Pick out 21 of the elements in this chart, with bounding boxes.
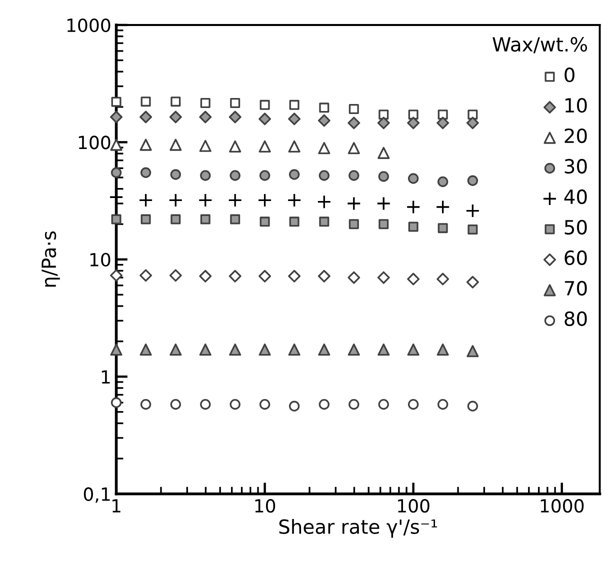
legend-title: Wax/wt.% (492, 36, 588, 54)
y-tick-label: 1000 (67, 18, 110, 32)
legend-label: 60 (564, 250, 587, 266)
x-axis-title: Shear rate γ'/s⁻¹ (279, 518, 437, 538)
legend-label: 40 (564, 189, 587, 204)
x-tick-label: 100 (398, 499, 430, 513)
legend-label: 70 (564, 280, 587, 296)
y-tick-label: 10 (90, 252, 110, 267)
legend-label: 20 (564, 128, 587, 144)
y-axis-title: η/Pa·s (42, 231, 60, 287)
x-tick-label: 1 (112, 499, 120, 512)
y-tick-label: 1 (102, 370, 110, 384)
y-tick-label: 100 (78, 136, 110, 150)
legend-label: 10 (565, 98, 587, 113)
y-tick-label: 0,1 (84, 487, 110, 503)
x-tick-label: 1000 (540, 499, 584, 513)
legend-label: 30 (564, 158, 587, 174)
x-tick-label: 10 (255, 499, 276, 513)
legend-label: 0 (564, 67, 574, 82)
legend-label: 80 (564, 311, 587, 326)
legend-label: 50 (564, 220, 587, 235)
